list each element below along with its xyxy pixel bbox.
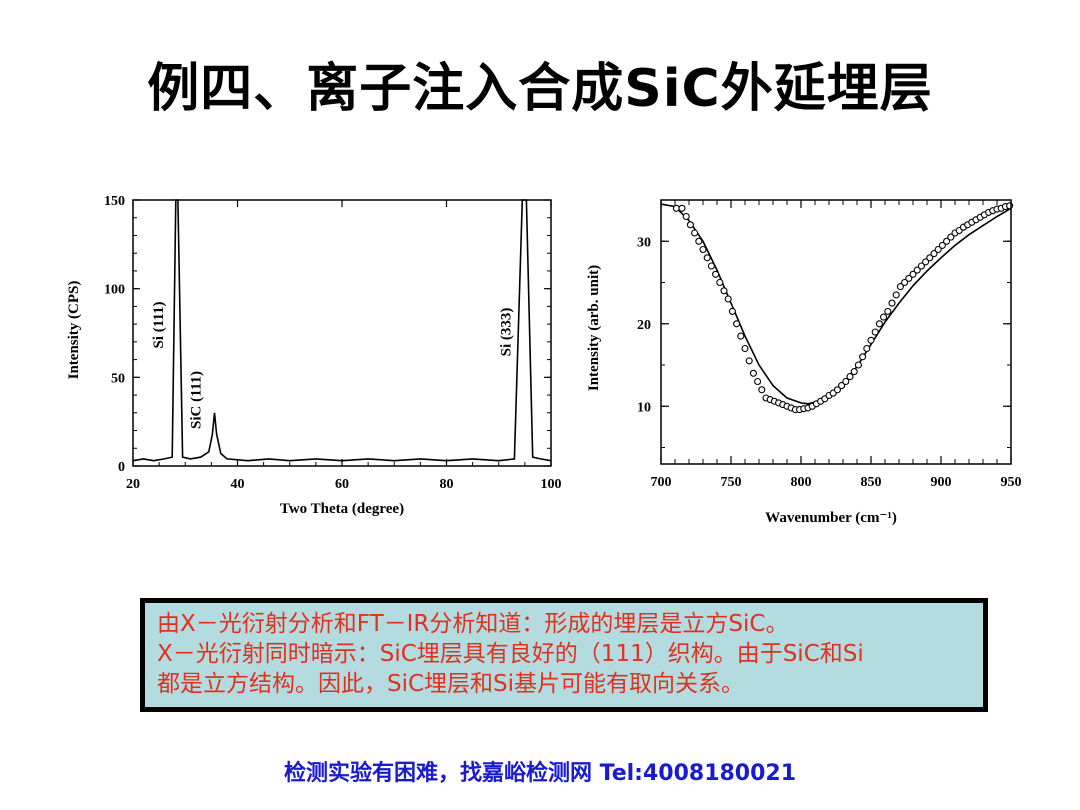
ftir-data-point — [695, 237, 703, 245]
ftir-xtick-label: 700 — [651, 475, 672, 490]
xrd-xlabel: Two Theta (degree) — [280, 501, 404, 517]
ftir-data-point — [922, 258, 930, 266]
xrd-ytick-label: 100 — [104, 283, 125, 298]
xrd-peak-label: Si (111) — [151, 301, 167, 348]
ftir-data-point — [888, 299, 896, 307]
ftir-data-point — [892, 291, 900, 299]
ftir-data-point — [842, 377, 850, 386]
ftir-data-point — [712, 270, 720, 278]
ftir-data-point — [741, 344, 749, 353]
ftir-data-point — [846, 373, 854, 381]
ftir-xlabel: Wavenumber (cm⁻¹) — [765, 510, 897, 526]
ftir-data-point — [880, 313, 888, 321]
ftir-data-point — [758, 386, 766, 394]
conclusion-line-2: X－光衍射同时暗示：SiC埋层具有良好的（111）织构。由于SiC和Si — [157, 641, 864, 667]
ftir-data-point — [859, 353, 867, 361]
ftir-data-point — [909, 270, 917, 278]
ftir-xtick-label: 750 — [721, 475, 742, 490]
xrd-ytick-label: 50 — [111, 371, 125, 386]
ftir-data-point — [745, 357, 753, 365]
xrd-xtick-label: 40 — [231, 477, 245, 492]
ftir-data-point — [749, 369, 757, 377]
xrd-xtick-label: 80 — [440, 477, 454, 492]
xrd-peak-label: Si (333) — [498, 308, 514, 357]
ftir-xtick-label: 900 — [931, 475, 952, 490]
ftir-data-point — [678, 204, 686, 212]
ftir-data-point — [934, 245, 942, 254]
ftir-data-point — [707, 262, 715, 270]
conclusion-box: 由X－光衍射分析和FT－IR分析知道：形成的埋层是立方SiC。 X－光衍射同时暗… — [140, 598, 988, 712]
ftir-data-point — [854, 361, 862, 369]
ftir-data-point — [686, 221, 694, 229]
ftir-data-point — [867, 336, 875, 344]
ftir-plot-frame — [660, 199, 1012, 465]
ftir-data-point — [930, 250, 938, 258]
ftir-data-point — [850, 368, 858, 376]
xrd-peak-label: SiC (111) — [189, 371, 205, 429]
ftir-xtick-label: 950 — [1001, 475, 1022, 490]
ftir-data-point — [926, 254, 934, 262]
ftir-data-point — [875, 320, 883, 328]
ftir-data-point — [733, 320, 741, 328]
ftir-xtick-label: 800 — [791, 475, 812, 490]
ftir-data-point — [938, 241, 946, 249]
xrd-plot-frame — [132, 199, 552, 467]
ftir-ytick-label: 20 — [637, 318, 651, 333]
ftir-data-point — [699, 245, 707, 254]
ftir-ytick-label: 30 — [637, 235, 651, 250]
conclusion-line-3: 都是立方结构。因此，SiC埋层和Si基片可能有取向关系。 — [157, 671, 745, 697]
ftir-ylabel: Intensity (arb. unit) — [586, 265, 602, 391]
ftir-data-point — [833, 386, 841, 394]
ftir-data-point — [863, 344, 871, 353]
ftir-data-point — [724, 295, 732, 303]
ftir-data-point — [901, 278, 909, 287]
slide-title: 例四、离子注入合成SiC外延埋层 — [147, 59, 933, 119]
ftir-data-point — [871, 328, 879, 336]
ftir-data-point — [716, 278, 724, 287]
xrd-xtick-label: 100 — [541, 477, 562, 492]
ftir-ytick-label: 10 — [637, 400, 651, 415]
xrd-ytick-label: 150 — [104, 194, 125, 209]
xrd-xtick-label: 20 — [126, 477, 140, 492]
xrd-xtick-label: 60 — [335, 477, 349, 492]
ftir-data-point — [917, 262, 925, 270]
ftir-data-point — [943, 237, 951, 245]
xrd-ytick-label: 0 — [118, 460, 125, 475]
ftir-data-point — [691, 229, 699, 237]
footer-contact: 检测实验有困难，找嘉峪检测网 Tel:4008180021 — [283, 761, 797, 786]
ftir-data-point — [754, 377, 762, 386]
ftir-data-point — [703, 254, 711, 262]
ftir-data-point — [728, 307, 736, 315]
ftir-data-point — [947, 233, 955, 241]
ftir-data-point — [884, 307, 892, 315]
ftir-data-point — [838, 382, 846, 390]
xrd-ylabel: Intensity (CPS) — [66, 281, 82, 380]
ftir-data-point — [737, 332, 745, 340]
ftir-fit-curve — [660, 203, 1012, 405]
ftir-data-point — [913, 266, 921, 274]
ftir-xtick-label: 850 — [861, 475, 882, 490]
conclusion-line-1: 由X－光衍射分析和FT－IR分析知道：形成的埋层是立方SiC。 — [157, 611, 789, 637]
ftir-data-point — [682, 212, 690, 221]
ftir-data-point — [896, 283, 904, 291]
ftir-data-point — [905, 274, 913, 282]
ftir-data-point — [720, 287, 728, 295]
